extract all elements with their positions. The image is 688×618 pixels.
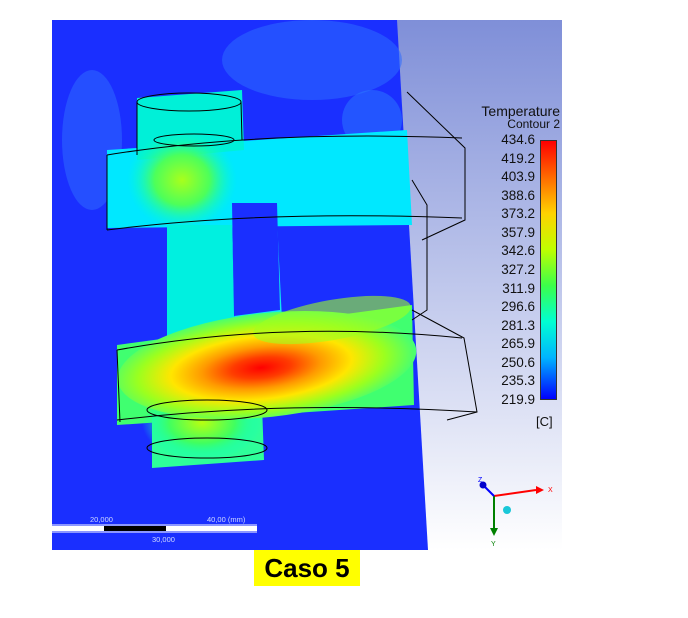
- colorbar-tick-label: 219.9: [501, 392, 535, 407]
- contour-viewport[interactable]: Temperature Contour 2 434.6 419.2 403.9 388…: [52, 20, 562, 550]
- x-axis-label: X: [548, 487, 553, 494]
- scale-label-lower-mid: 30,000: [152, 535, 175, 544]
- scale-label-upper-left: 20,000: [90, 515, 113, 524]
- colorbar-tick-label: 311.9: [502, 280, 535, 296]
- colorbar-tick-label: 281.3: [501, 317, 535, 333]
- colorbar-tick-label: 357.9: [501, 224, 535, 240]
- colorbar-tick-label: 327.2: [501, 262, 535, 277]
- z-axis-label: Z: [478, 477, 483, 484]
- axis-triad[interactable]: X Y Z: [472, 472, 562, 550]
- scale-label-upper-right: 40,00 (mm): [207, 515, 246, 524]
- colorbar-tick-label: 235.3: [501, 373, 535, 389]
- colorbar-tick-label: 373.2: [501, 206, 535, 222]
- temperature-contour-plot: [52, 20, 562, 550]
- colorbar-tick-label: 250.6: [501, 354, 535, 370]
- z-axis-dot: [479, 481, 487, 489]
- colorbar-tick-label: 419.2: [501, 150, 535, 166]
- colorbar-tick-label: 403.9: [501, 169, 535, 185]
- colorbar-tick-label: 265.9: [501, 336, 535, 352]
- case-caption: Caso 5: [254, 550, 360, 586]
- scale-bar: 20,000 40,00 (mm) 30,000: [52, 515, 257, 544]
- colorbar-tick-label: 296.6: [501, 299, 535, 315]
- colorbar-tick-label: 388.6: [501, 187, 535, 203]
- colorbar-tick-label: 342.6: [501, 243, 535, 259]
- legend-subtitle: Contour 2: [507, 117, 560, 131]
- colorbar-tick-label: 434.6: [501, 132, 535, 147]
- x-axis-arrow: [493, 489, 537, 497]
- unit-label: [C]: [536, 414, 553, 429]
- triad-origin-sphere: [503, 506, 511, 514]
- temperature-colorbar: [540, 140, 557, 400]
- z-axis-arrow: [483, 485, 495, 497]
- x-axis-arrowhead: [536, 486, 544, 494]
- y-axis-arrowhead: [490, 528, 498, 536]
- y-axis-label: Y: [491, 541, 496, 548]
- legend-title: Temperature: [481, 103, 560, 119]
